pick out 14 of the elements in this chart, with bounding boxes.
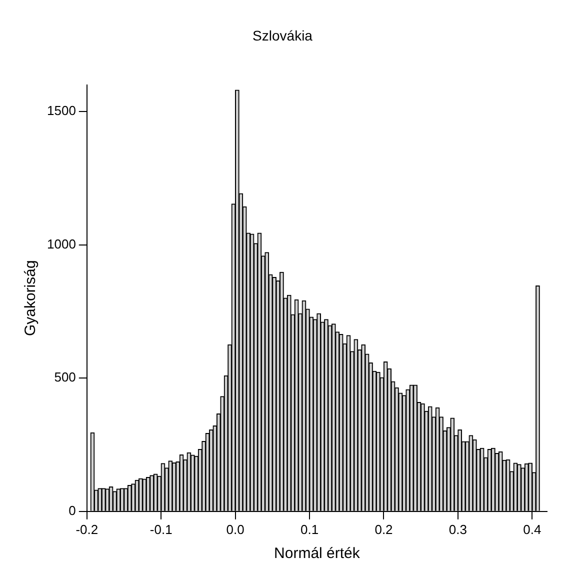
x-tick-label: 0.3 bbox=[448, 522, 467, 537]
y-tick-label: 1000 bbox=[47, 236, 76, 252]
x-tick-label: 0.0 bbox=[226, 522, 244, 537]
x-axis-title: Normál érték bbox=[274, 545, 360, 562]
y-tick-label: 500 bbox=[54, 370, 76, 385]
x-tick-label: -0.2 bbox=[76, 522, 98, 537]
chart-title: Szlovákia bbox=[252, 27, 313, 44]
x-tick-label: 0.4 bbox=[523, 522, 542, 537]
y-tick-label: 0 bbox=[68, 502, 76, 518]
y-tick-label: 1500 bbox=[47, 103, 76, 118]
y-axis-title: Gyakoriság bbox=[22, 260, 40, 336]
x-tick-label: 0.1 bbox=[300, 522, 319, 537]
x-tick-label: 0.2 bbox=[374, 522, 393, 537]
x-tick-label: -0.1 bbox=[150, 522, 172, 537]
